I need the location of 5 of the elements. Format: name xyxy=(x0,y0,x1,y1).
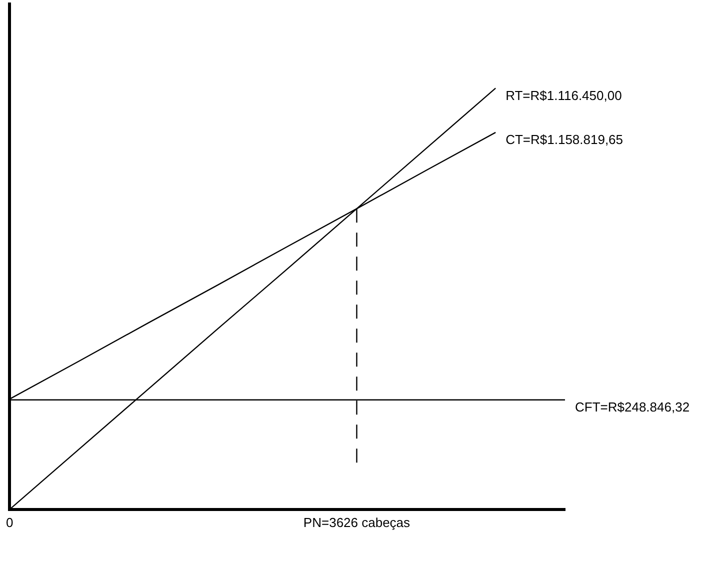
annotation: RT=R$1.116.450,00 xyxy=(506,88,622,103)
x-tick-label: PN=3626 cabeças xyxy=(303,514,411,530)
text: CFT=R$248.846,32 xyxy=(575,399,690,414)
annotation: CT=R$1.158.819,65 xyxy=(506,132,624,148)
x-tick-label: 0 xyxy=(6,514,14,530)
